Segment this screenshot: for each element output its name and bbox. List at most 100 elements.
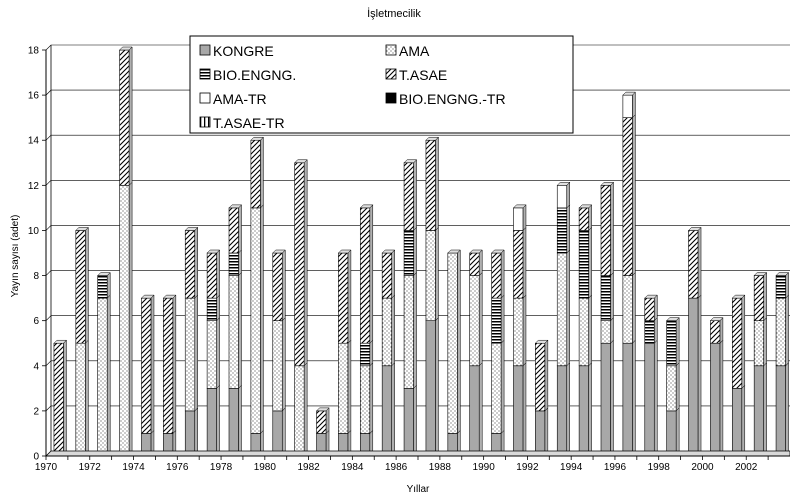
bar-segment-t-asae: [228, 204, 242, 254]
bar-segment-ama: [119, 181, 133, 457]
y-tick-label: 6: [33, 316, 39, 327]
bar-segment-t-asae: [753, 271, 767, 322]
x-tick-label: 1970: [35, 462, 58, 473]
x-tick-label: 1994: [560, 462, 583, 473]
bar-segment-t-asae: [688, 226, 702, 299]
bar-segment-bio-engng-: [578, 226, 592, 299]
bar-segment-bio-engng-: [491, 294, 505, 344]
bar-segment-ama: [491, 339, 505, 435]
legend-label: BIO.ENGNG.-TR: [399, 91, 506, 107]
bar-top: [578, 204, 593, 209]
bar-top: [666, 317, 680, 321]
bar-top: [600, 182, 615, 186]
bar-segment-ama: [425, 226, 439, 322]
bar-segment-t-asae: [425, 136, 439, 232]
bar-top: [118, 46, 133, 51]
legend-swatch: [199, 92, 211, 104]
bar-segment-t-asae: [710, 317, 724, 344]
bar-segment-t-asae: [403, 159, 417, 232]
legend-swatch: [199, 68, 211, 80]
bar-segment-kongre: [600, 339, 614, 457]
bar-top: [250, 136, 264, 141]
bar-top: [162, 294, 177, 299]
bar-top: [381, 249, 396, 254]
x-tick-labels: 1970 1972 1974 1976 1978 1980 1982 1984 1986 1988…: [35, 462, 758, 473]
x-tick-label: 1980: [254, 462, 277, 473]
bar-segment-ama: [75, 339, 89, 457]
bar-segment-ama: [294, 362, 308, 457]
y-tick-label: 18: [28, 46, 40, 57]
legend-swatch: [199, 116, 211, 128]
bar-segment-t-asae: [141, 294, 155, 435]
bar-segment-t-asae: [206, 249, 220, 299]
bar-top: [447, 249, 461, 254]
bar-segment-ama: [97, 294, 111, 457]
bar-segment-t-asae: [469, 249, 483, 277]
y-tick-label: 2: [33, 406, 39, 417]
bar-segment-bio-engng-: [556, 204, 570, 254]
bar-segment-t-asae: [600, 181, 614, 277]
bar-segment-ama: [666, 362, 680, 412]
bar-top: [403, 159, 418, 164]
bar-segment-kongre: [775, 362, 789, 457]
bar-segment-ama: [600, 317, 614, 344]
y-tick-label: 16: [28, 91, 40, 102]
bar-segment-ama: [753, 317, 767, 367]
y-axis-label: Yayın sayısı (adet): [10, 215, 21, 298]
gridline: [45, 270, 790, 276]
x-tick-label: 1974: [122, 462, 145, 473]
gridline: [45, 180, 790, 186]
legend-swatch: [385, 68, 397, 80]
bar-top: [140, 294, 155, 299]
legend-swatch: [385, 92, 397, 104]
bar-segment-kongre: [556, 362, 570, 457]
bar-segment-ama: [556, 249, 570, 367]
bar-top: [315, 407, 330, 412]
bar-segment-kongre: [403, 384, 417, 457]
bar-segment-kongre: [228, 384, 242, 457]
bar-segment-kongre: [513, 362, 527, 457]
y-tick-label: 14: [28, 136, 40, 147]
bar-top: [622, 91, 636, 96]
legend-swatch: [385, 44, 397, 56]
bar-segment-t-asae: [578, 204, 592, 232]
bar-segment-bio-engng-: [206, 294, 220, 322]
bar-segment-t-asae: [272, 249, 286, 322]
x-tick-label: 1988: [429, 462, 452, 473]
bar-top: [469, 249, 483, 254]
bar-segment-ama: [403, 271, 417, 389]
bar-top: [534, 339, 549, 344]
bar-segment-t-asae: [338, 249, 352, 344]
bar-top: [97, 272, 111, 276]
x-tick-label: 2000: [691, 462, 714, 473]
bar-top: [753, 272, 768, 276]
chart-title: İşletmecilik: [367, 7, 421, 20]
bar-segment-kongre: [622, 339, 636, 457]
bar-segment-kongre: [184, 407, 198, 457]
bar-segment-kongre: [425, 317, 439, 457]
bar-segment-t-asae: [491, 249, 505, 299]
bar-segment-t-asae: [184, 226, 198, 299]
bar-top: [206, 249, 221, 254]
bar-top: [687, 227, 702, 231]
bar-segment-ama-tr: [513, 204, 527, 232]
x-tick-label: 1990: [473, 462, 496, 473]
legend-label: T.ASAE-TR: [213, 115, 285, 131]
bar-segment-kongre: [644, 339, 658, 457]
bar-segment-t-asae: [119, 46, 133, 186]
bar-top: [775, 272, 790, 276]
bar-segment-ama: [775, 294, 789, 367]
bar-top: [184, 227, 199, 231]
bar-segment-t-asae: [622, 114, 636, 277]
bar-segment-bio-engng-: [228, 249, 242, 277]
bar-segment-t-asae: [513, 226, 527, 299]
bar-segment-ama: [469, 271, 483, 367]
bar-segment-t-asae: [731, 294, 746, 389]
bar-segment-kongre: [666, 407, 680, 457]
bar-segment-bio-engng-: [666, 317, 680, 367]
legend-swatch: [199, 44, 211, 56]
bar-segment-ama: [513, 294, 527, 367]
bar-segment-ama-tr: [556, 181, 570, 209]
bar-segment-kongre: [753, 362, 767, 457]
